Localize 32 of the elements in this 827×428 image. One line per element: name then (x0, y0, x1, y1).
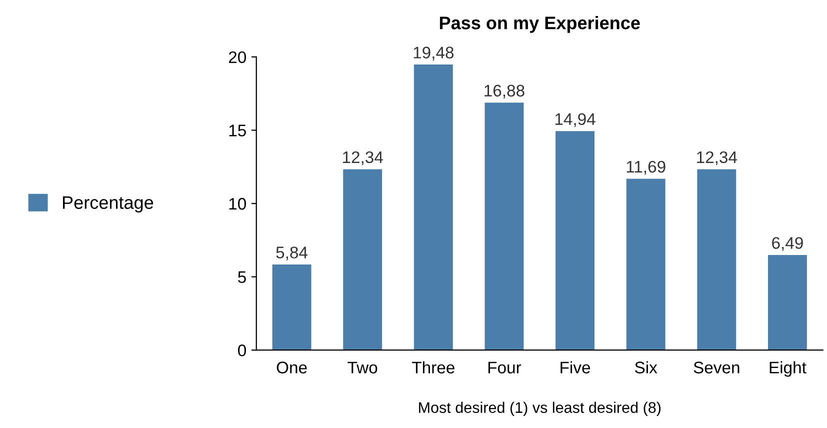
bar (272, 264, 312, 350)
bar (484, 102, 524, 350)
bar (414, 64, 453, 350)
chart-title: Pass on my Experience (440, 16, 640, 33)
x-tick-label: Eight (770, 361, 806, 377)
bar (697, 169, 736, 350)
data-label: 11,69 (626, 160, 666, 175)
x-axis-title: Most desired (1) vs least desired (8) (419, 402, 661, 416)
data-label: 5,84 (276, 246, 308, 260)
data-label: 16,88 (484, 84, 524, 99)
data-label: 12,34 (343, 151, 383, 166)
y-tick-label: 15 (229, 124, 246, 136)
y-tick-label: 10 (229, 198, 246, 210)
x-tick-label: Seven (694, 362, 740, 374)
y-tick-label: 5 (238, 271, 246, 284)
data-label: 6,49 (772, 237, 803, 251)
bar (556, 131, 594, 350)
y-tick-label: 20 (228, 51, 246, 64)
bar (626, 178, 666, 350)
data-label: 12,34 (697, 151, 738, 166)
bar (768, 254, 807, 350)
legend-label: Percentage (63, 196, 154, 213)
x-tick-label: Two (348, 362, 378, 374)
data-label: 14,94 (555, 113, 596, 127)
x-tick-label: Five (560, 361, 590, 374)
data-label: 19,48 (414, 46, 454, 60)
x-tick-label: Three (412, 361, 454, 374)
x-tick-label: Six (635, 361, 658, 374)
bar (343, 169, 382, 350)
y-tick-label: 0 (238, 344, 246, 356)
x-tick-label: Four (488, 362, 522, 374)
x-tick-label: One (276, 362, 307, 374)
